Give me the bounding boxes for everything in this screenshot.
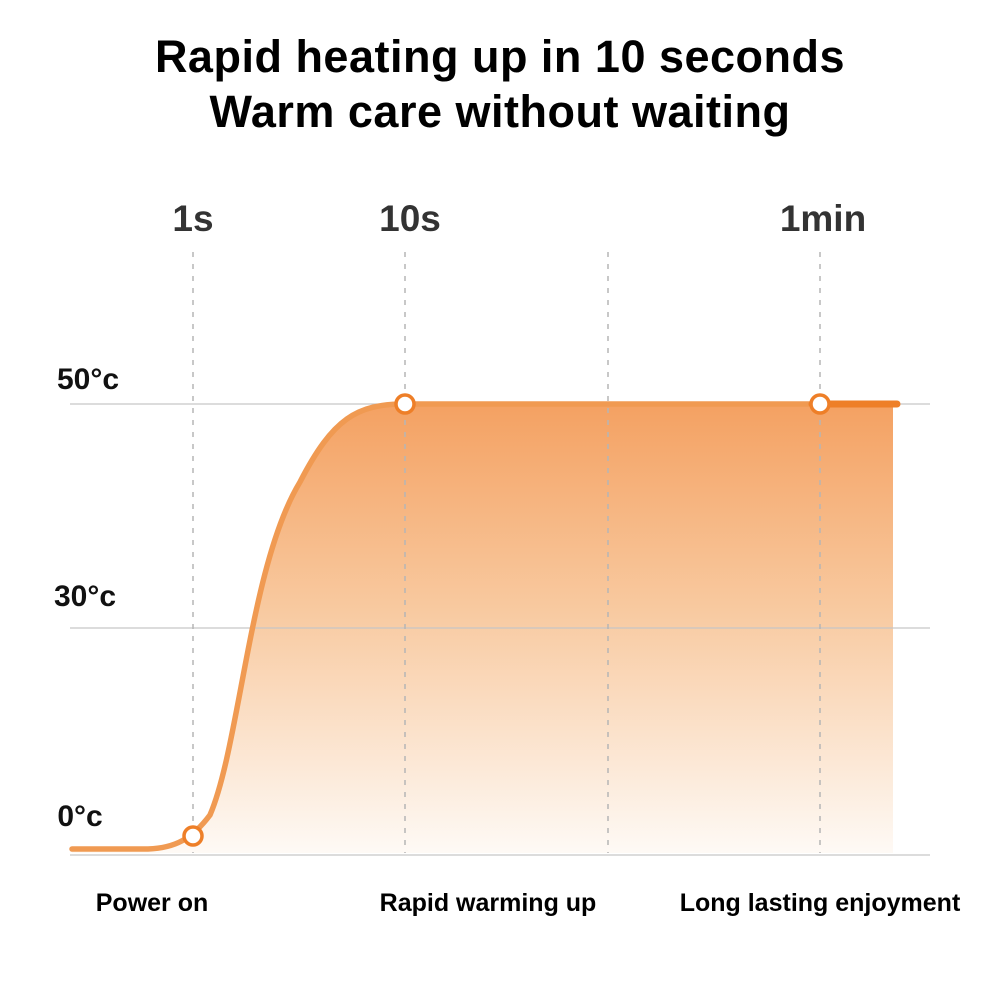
caption-long-lasting: Long lasting enjoyment (679, 889, 961, 917)
caption-rapid-warming: Rapid warming up (379, 889, 597, 917)
x-tick-10s: 10s (379, 198, 441, 239)
y-tick-50c: 50°c (56, 363, 120, 396)
vertical-dashed-gridlines (192, 252, 821, 853)
x-tick-1s: 1s (172, 198, 214, 239)
y-tick-0c: 0°c (57, 800, 103, 833)
title-line-2: Warm care without waiting (209, 85, 791, 137)
data-point-marker (182, 825, 204, 847)
x-tick-1min: 1min (779, 198, 867, 239)
caption-power-on: Power on (95, 889, 209, 917)
page-title: Rapid heating up in 10 seconds Warm care… (0, 30, 1000, 140)
y-tick-30c: 30°c (53, 580, 117, 613)
data-point-marker (809, 393, 831, 415)
title-line-1: Rapid heating up in 10 seconds (154, 31, 846, 82)
data-point-marker (394, 393, 416, 415)
